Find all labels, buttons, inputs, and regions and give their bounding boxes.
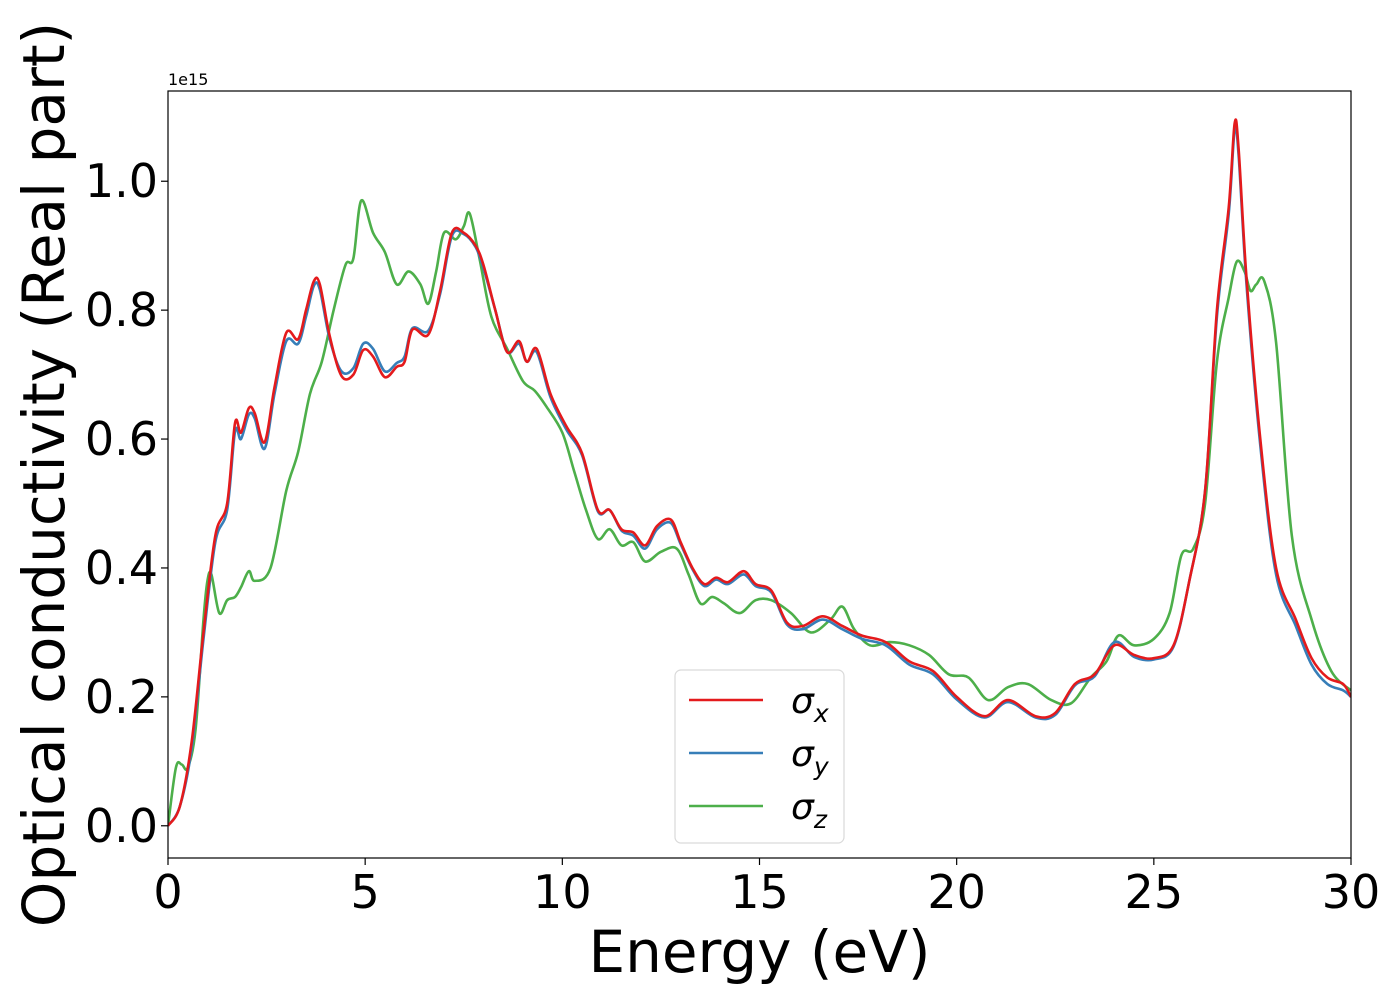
y-tick-label: 0.2 xyxy=(85,670,158,724)
series-layer xyxy=(168,118,1351,827)
series-line-x xyxy=(168,118,1351,827)
legend-label-z: σz xyxy=(791,787,828,834)
x-axis: 0 5 10 15 20 25 30 xyxy=(153,858,1380,919)
legend-label-x: σx xyxy=(791,681,829,728)
x-tick-label: 10 xyxy=(533,865,592,919)
x-tick-label: 15 xyxy=(730,865,789,919)
x-axis-label: Energy (eV) xyxy=(588,918,930,986)
x-tick-label: 5 xyxy=(351,865,380,919)
legend-box xyxy=(674,669,845,844)
x-tick-label: 20 xyxy=(927,865,986,919)
y-tick-label: 0.4 xyxy=(85,541,158,595)
y-axis-label: Optical conductivity (Real part) xyxy=(10,22,78,927)
y-tick-label: 0.0 xyxy=(85,799,158,853)
legend-label-y: σy xyxy=(791,734,830,781)
y-tick-label: 1.0 xyxy=(85,154,158,208)
x-tick-label: 0 xyxy=(153,865,182,919)
series-line-z xyxy=(168,199,1351,826)
legend: σx σy σz xyxy=(674,669,845,844)
y-offset-label: 1e15 xyxy=(168,70,208,89)
y-tick-label: 0.8 xyxy=(85,283,158,337)
y-axis: 0.0 0.2 0.4 0.6 0.8 1.0 xyxy=(85,154,168,853)
y-tick-label: 0.6 xyxy=(85,412,158,466)
x-tick-label: 30 xyxy=(1322,865,1381,919)
x-tick-label: 25 xyxy=(1125,865,1184,919)
